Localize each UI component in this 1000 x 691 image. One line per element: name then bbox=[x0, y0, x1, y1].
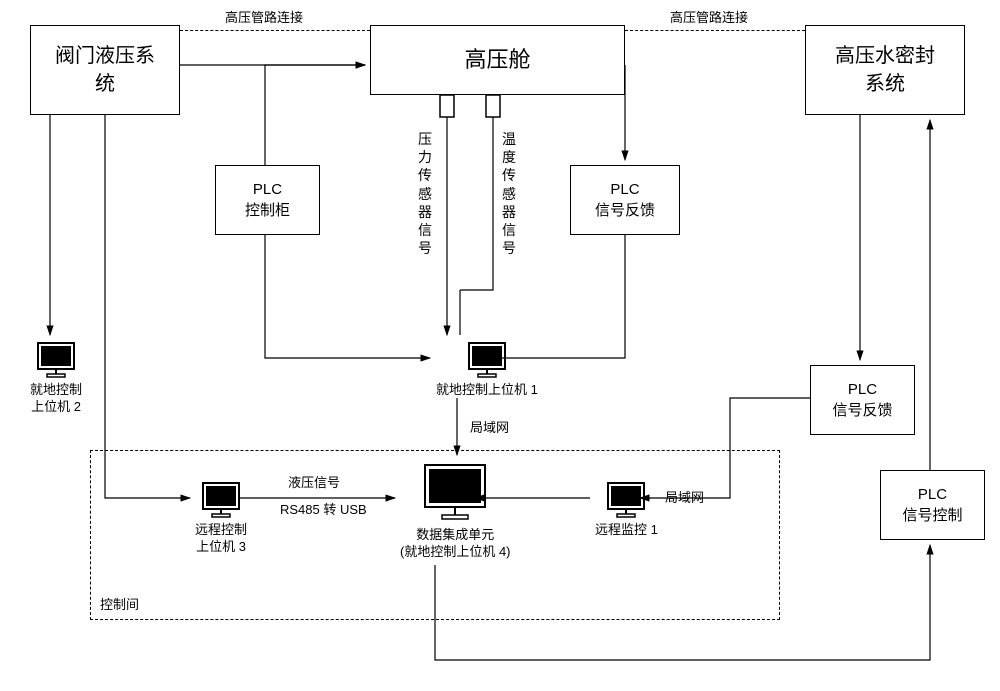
plc-feedback-top: PLC 信号反馈 bbox=[570, 165, 680, 235]
lan2-label: 局域网 bbox=[665, 490, 704, 507]
monitor-icon bbox=[605, 480, 647, 520]
local-host-2: 就地控制 上位机 2 bbox=[30, 340, 82, 416]
pipe-label-right: 高压管路连接 bbox=[670, 10, 748, 27]
plc-feedback-bottom-label: PLC 信号反馈 bbox=[832, 379, 892, 421]
high-pressure-seal-system: 高压水密封 系统 bbox=[805, 25, 965, 115]
local-host-2-label: 就地控制 上位机 2 bbox=[30, 382, 82, 416]
high-pressure-cabin: 高压舱 bbox=[370, 25, 625, 95]
local-host-1: 就地控制上位机 1 bbox=[436, 340, 538, 399]
monitor-icon bbox=[466, 340, 508, 380]
high-pressure-seal-label: 高压水密封 系统 bbox=[835, 42, 935, 98]
hydraulic-signal-label: 液压信号 bbox=[288, 475, 340, 492]
monitor-icon-large bbox=[420, 460, 490, 525]
rs485-label: RS485 转 USB bbox=[280, 502, 367, 519]
remote-host-3-label: 远程控制 上位机 3 bbox=[195, 522, 247, 556]
pipe-label-left: 高压管路连接 bbox=[225, 10, 303, 27]
pipe-line-right bbox=[625, 30, 805, 31]
remote-host-3: 远程控制 上位机 3 bbox=[195, 480, 247, 556]
valve-hydraulic-label: 阀门液压系 统 bbox=[55, 42, 155, 98]
pipe-line-left bbox=[180, 30, 370, 31]
temp-signal-label: 温 度 传 感 器 信 号 bbox=[502, 130, 516, 257]
lan1-label: 局域网 bbox=[470, 420, 509, 437]
remote-monitor-1-label: 远程监控 1 bbox=[595, 522, 658, 539]
data-integration-label: 数据集成单元 (就地控制上位机 4) bbox=[400, 527, 511, 561]
plc-feedback-bottom: PLC 信号反馈 bbox=[810, 365, 915, 435]
plc-signal-control: PLC 信号控制 bbox=[880, 470, 985, 540]
plc-control-cabinet: PLC 控制柜 bbox=[215, 165, 320, 235]
high-pressure-cabin-label: 高压舱 bbox=[464, 45, 530, 76]
monitor-icon bbox=[200, 480, 242, 520]
pressure-signal-label: 压 力 传 感 器 信 号 bbox=[418, 130, 432, 257]
data-integration-host: 数据集成单元 (就地控制上位机 4) bbox=[400, 460, 511, 561]
control-room-label: 控制间 bbox=[100, 597, 139, 614]
plc-signal-control-label: PLC 信号控制 bbox=[902, 484, 962, 526]
remote-monitor-1: 远程监控 1 bbox=[595, 480, 658, 539]
plc-control-cabinet-label: PLC 控制柜 bbox=[245, 179, 290, 221]
monitor-icon bbox=[35, 340, 77, 380]
local-host-1-label: 就地控制上位机 1 bbox=[436, 382, 538, 399]
valve-hydraulic-system: 阀门液压系 统 bbox=[30, 25, 180, 115]
plc-feedback-top-label: PLC 信号反馈 bbox=[595, 179, 655, 221]
